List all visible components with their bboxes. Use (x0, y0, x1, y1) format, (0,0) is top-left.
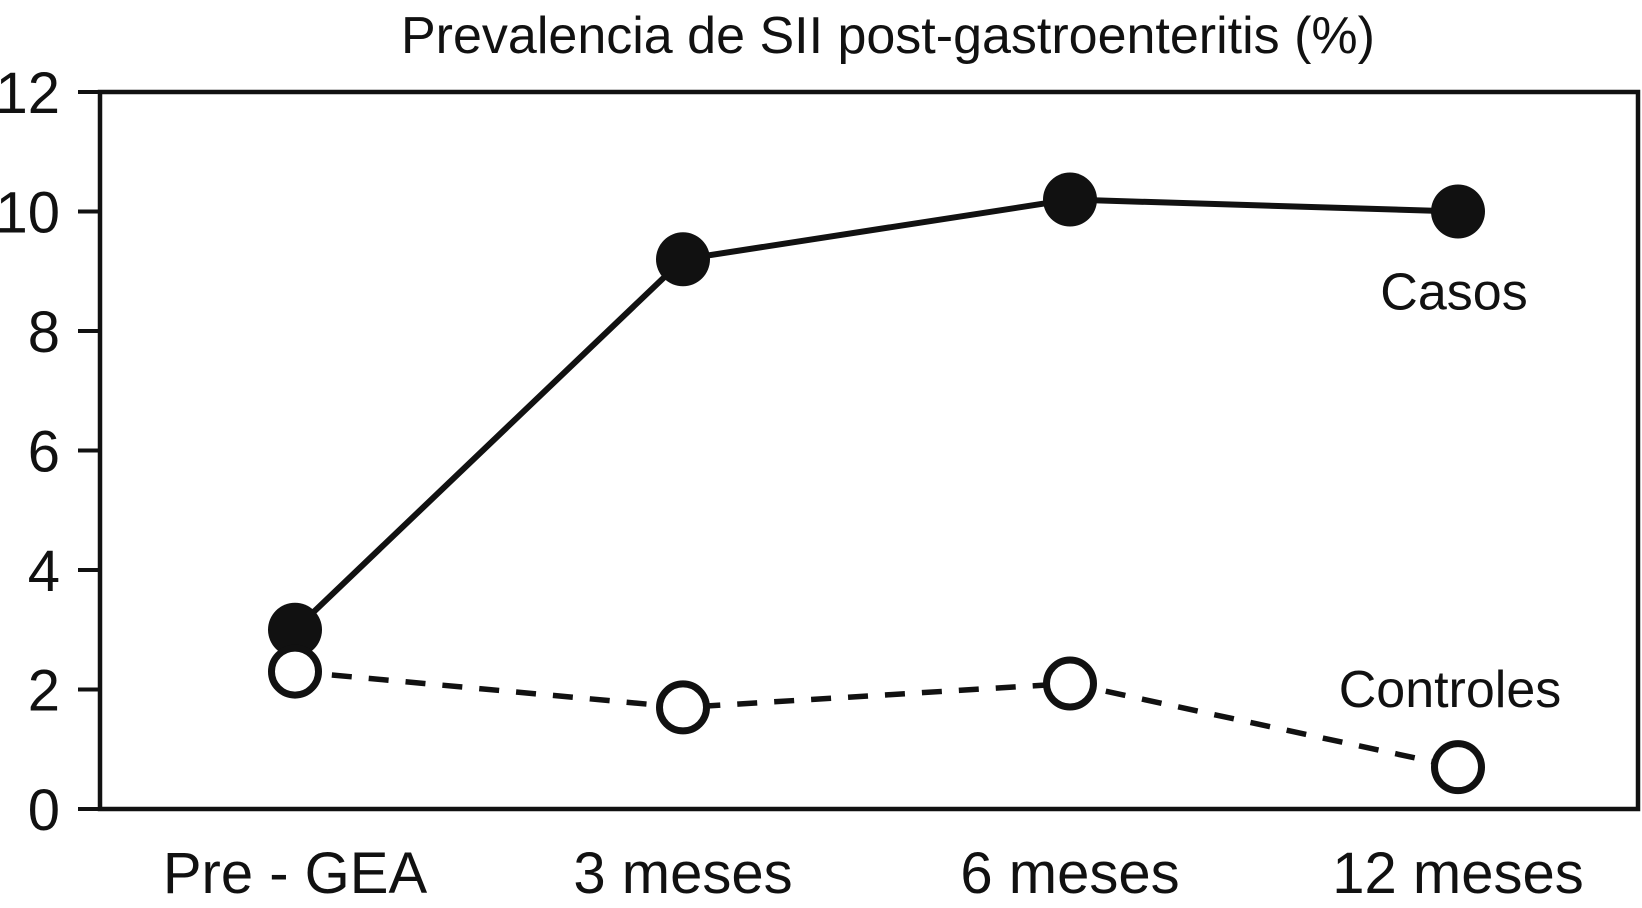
y-axis-tick-label: 12 (0, 61, 60, 126)
y-axis-tick-label: 6 (28, 420, 60, 485)
x-axis-label: 3 meses (573, 841, 792, 906)
data-point-casos (1431, 184, 1485, 239)
data-point-controles (1431, 740, 1485, 795)
data-point-controles (1043, 656, 1097, 711)
series-label-casos: Casos (1380, 264, 1527, 322)
x-axis-label: 6 meses (960, 841, 1179, 906)
y-axis-tick-label: 10 (0, 181, 60, 246)
data-point-controles (656, 680, 710, 735)
series-line-casos (292, 196, 1459, 632)
y-axis-tick-label: 0 (28, 778, 60, 843)
data-point-casos (268, 602, 322, 657)
series-line-controles (294, 668, 1459, 770)
y-axis-tick-label: 2 (28, 659, 60, 724)
data-point-casos (1043, 172, 1097, 227)
data-point-controles (268, 644, 322, 699)
series-label-controles: Controles (1339, 661, 1562, 719)
x-axis-label: Pre - GEA (163, 841, 428, 906)
chart-title: Prevalencia de SII post-gastroenteritis … (401, 7, 1375, 65)
data-point-casos (656, 232, 710, 287)
x-axis-label: 12 meses (1332, 841, 1583, 906)
y-axis-tick-label: 4 (28, 539, 60, 604)
y-axis-tick-label: 8 (28, 300, 60, 365)
plot-layer: 0 2 4 6 8 10 12 Pre - GEA 3 meses 6 meses 12 meses… (0, 61, 1641, 906)
